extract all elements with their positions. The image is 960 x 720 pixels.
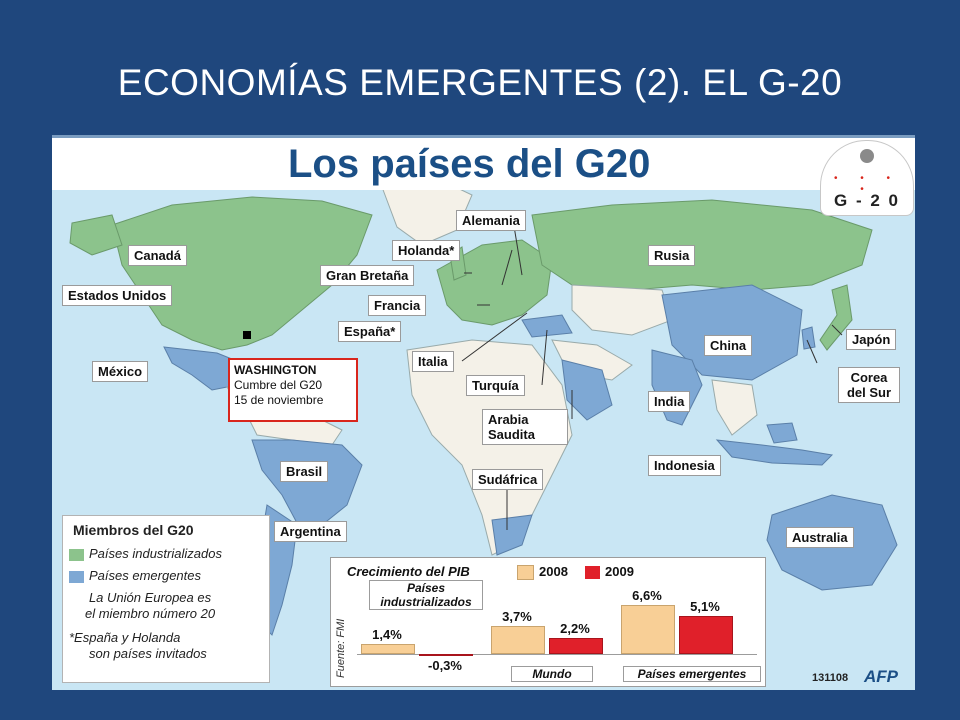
g20-logo-text: G - 2 0	[834, 191, 900, 210]
gdp-growth-chart: Crecimiento del PIB 2008 2009 Fuente: FM…	[330, 557, 766, 687]
map-header: Los países del G20	[52, 135, 915, 190]
bar-2008-1	[491, 626, 545, 654]
central-asia-shape	[571, 284, 673, 336]
label-leader-lines	[461, 225, 843, 530]
bar-2008-0	[361, 643, 415, 654]
russia-shape	[531, 199, 873, 291]
turkey-shape	[521, 314, 573, 338]
label-mexico: México	[92, 361, 149, 382]
legend-industrialized: Países industrializados	[69, 546, 222, 561]
summit-city: WASHINGTON	[234, 363, 317, 377]
label-south-africa: Sudáfrica	[472, 469, 544, 490]
value-label-2008-2: 6,6%	[632, 587, 662, 603]
industrialized-swatch	[69, 548, 84, 561]
alaska-shape	[69, 214, 123, 256]
swatch-2009	[585, 566, 600, 580]
indonesia-shape	[715, 439, 834, 466]
dots-decoration: • • • •	[833, 173, 901, 195]
value-label-2009-1: 2,2%	[560, 620, 590, 636]
eu-note: La Unión Europea es el miembro número 20	[85, 590, 216, 621]
chart-source: Fuente: FMI	[335, 618, 347, 678]
summit-callout: WASHINGTON Cumbre del G20 15 de noviembr…	[228, 358, 358, 422]
label-china: China	[704, 335, 753, 356]
label-usa: Estados Unidos	[62, 285, 173, 306]
slide-title: ECONOMÍAS EMERGENTES (2). EL G-20	[117, 62, 843, 103]
label-germany: Alemania	[456, 210, 526, 231]
members-legend: Miembros del G20 Países industrializados…	[62, 515, 270, 683]
label-indonesia: Indonesia	[648, 455, 721, 476]
label-netherlands: Holanda*	[392, 240, 461, 261]
china-shape	[661, 284, 803, 381]
swatch-2008	[517, 565, 534, 581]
category-label-emerging: Países emergentes	[623, 666, 761, 682]
bar-2008-2	[621, 604, 675, 654]
saudi-shape	[561, 359, 613, 421]
chart-baseline	[357, 654, 757, 655]
globe-icon	[860, 149, 874, 163]
invited-note: *España y Holanda son países invitados	[69, 630, 207, 661]
map-title: Los países del G20	[288, 142, 651, 186]
japan-shape	[819, 284, 853, 351]
footer-code: 131108	[812, 672, 849, 684]
legend-title: Miembros del G20	[73, 522, 194, 538]
southeast-asia-shape	[711, 379, 758, 436]
category-label-industrialized: Países industrializados	[369, 580, 483, 610]
value-label-2008-0: 1,4%	[372, 626, 402, 642]
label-spain: España*	[338, 321, 402, 342]
label-saudi-arabia: Arabia Saudita	[482, 409, 568, 445]
legend-2008: 2008	[517, 564, 568, 581]
bar-2009-2	[679, 615, 733, 654]
g20-logo: • • • • G - 2 0	[820, 140, 914, 216]
label-france: Francia	[368, 295, 427, 316]
label-uk: Gran Bretaña	[320, 265, 415, 286]
label-japan: Japón	[846, 329, 897, 350]
label-canada: Canadá	[128, 245, 187, 266]
label-argentina: Argentina	[274, 521, 347, 542]
label-australia: Australia	[786, 527, 854, 548]
legend-2009: 2009	[585, 564, 634, 580]
label-turkey: Turquía	[466, 375, 525, 396]
value-label-2008-1: 3,7%	[502, 609, 532, 625]
value-label-2009-2: 5,1%	[690, 598, 720, 614]
borneo-shape	[766, 422, 798, 444]
label-russia: Rusia	[648, 245, 696, 266]
label-south-korea: Corea del Sur	[838, 367, 900, 403]
label-brazil: Brasil	[280, 461, 329, 482]
value-label-2009-0: -0,3%	[428, 658, 462, 674]
bar-2009-1	[549, 637, 603, 654]
north-america-shape	[111, 196, 373, 351]
emerging-swatch	[69, 570, 84, 583]
afp-logo: AFP	[864, 667, 898, 686]
g20-infographic: Los países del G20 • • • • G - 2 0 Canad…	[52, 135, 915, 690]
korea-shape	[801, 326, 816, 350]
mexico-shape	[163, 346, 248, 391]
europe-shape	[436, 239, 553, 326]
legend-emerging: Países emergentes	[69, 568, 201, 583]
chart-title: Crecimiento del PIB	[347, 564, 470, 579]
brazil-shape	[251, 439, 363, 526]
summit-line-1: Cumbre del G20	[234, 378, 323, 392]
south-africa-shape	[491, 514, 533, 556]
summit-line-2: 15 de noviembre	[234, 393, 324, 407]
label-india: India	[648, 391, 691, 412]
label-italy: Italia	[412, 351, 454, 372]
category-label-world: Mundo	[511, 666, 593, 682]
bar-2009-0	[419, 654, 473, 657]
washington-marker-icon	[243, 331, 251, 339]
